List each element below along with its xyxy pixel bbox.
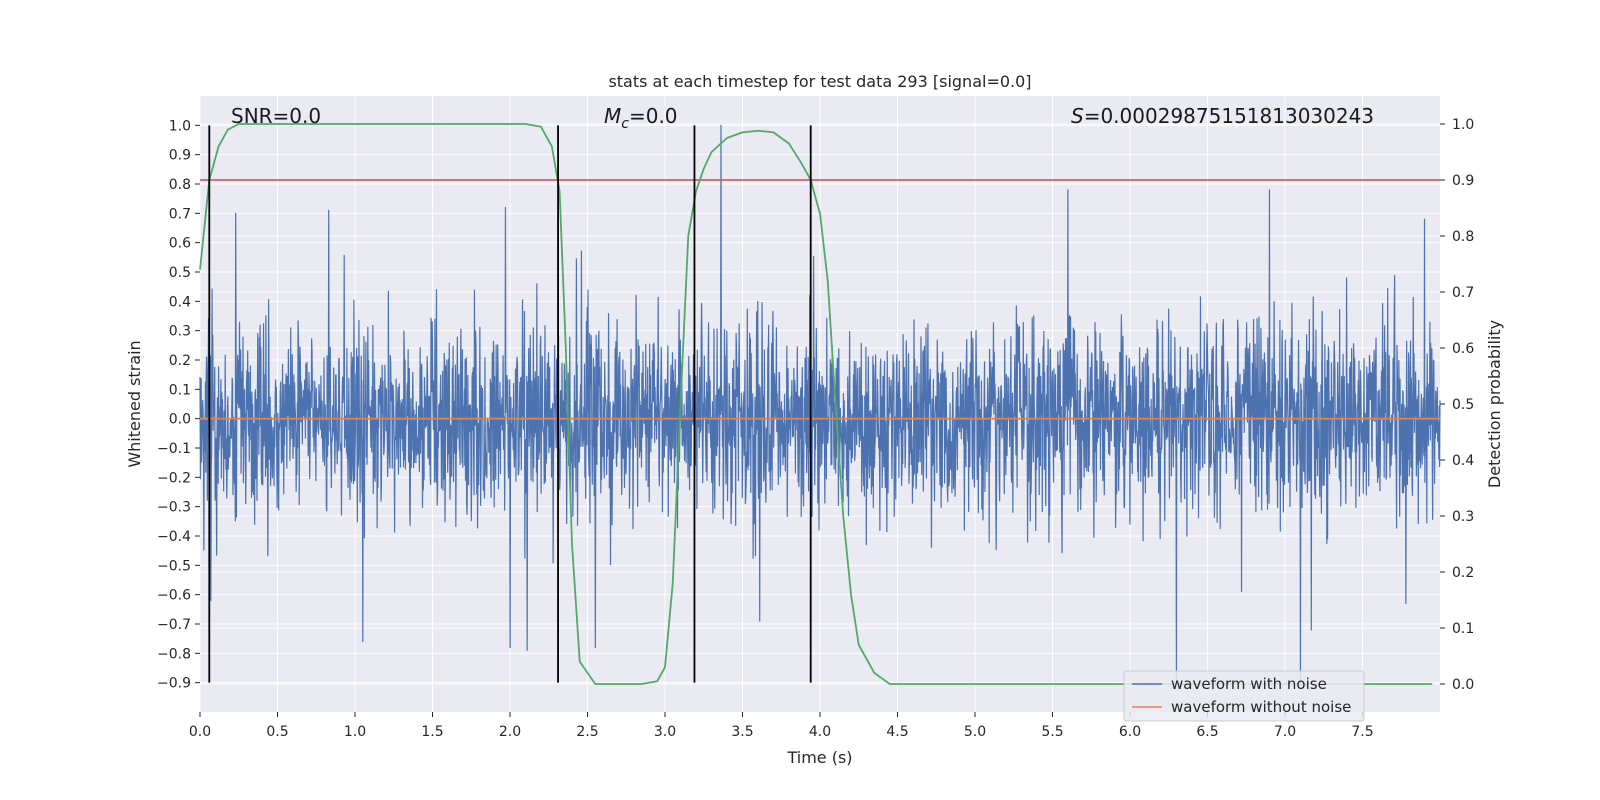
legend-label-noise: waveform with noise (1171, 675, 1327, 693)
x-tick-label: 1.0 (344, 724, 366, 740)
y-tick-label: 0.3 (169, 324, 191, 340)
chart-title: stats at each timestep for test data 293… (608, 72, 1031, 91)
y-tick-label: 1.0 (169, 118, 191, 134)
y-tick-label: −0.5 (157, 558, 191, 574)
legend-box (1123, 670, 1365, 722)
x-tick-label: 4.5 (886, 724, 908, 740)
chirp-mass-subscript: c (621, 116, 629, 132)
legend: waveform with noise waveform without noi… (1123, 670, 1365, 722)
y-tick-label: −0.2 (157, 470, 191, 486)
chirp-mass-annotation: Mc=0.0 (604, 104, 678, 132)
chirp-mass-symbol: M (604, 104, 621, 128)
y-right-tick-label: 0.5 (1452, 397, 1474, 413)
y-axis-right-label: Detection probability (1485, 320, 1504, 488)
score-annotation: S=0.00029875151813030243 (1071, 104, 1374, 128)
x-tick-label: 4.0 (809, 724, 831, 740)
axis-ticks: 0.0 0.5 1.0 1.5 2.0 2.5 3.0 3.5 4.0 4.5 5.0 5.5 6.0 6… (157, 117, 1474, 740)
y-tick-label: 0.0 (169, 412, 191, 428)
y-right-tick-label: 0.1 (1452, 621, 1474, 637)
foreground-series (199, 123, 1440, 685)
x-tick-label: 5.5 (1041, 724, 1063, 740)
x-tick-label: 3.5 (731, 724, 753, 740)
snr-annotation: SNR=0.0 (231, 104, 321, 128)
score-symbol: S (1071, 104, 1084, 128)
y-right-tick-label: 0.7 (1452, 285, 1474, 301)
y-tick-label: 0.6 (169, 236, 191, 252)
x-tick-label: 5.0 (964, 724, 986, 740)
x-tick-label: 2.5 (576, 724, 598, 740)
x-axis-label: Time (s) (786, 748, 852, 767)
y-tick-label: 0.2 (169, 353, 191, 369)
y-tick-label: 0.7 (169, 206, 191, 222)
y-right-tick-label: 0.4 (1452, 453, 1474, 469)
x-tick-label: 1.5 (421, 724, 443, 740)
x-tick-label: 3.0 (654, 724, 676, 740)
y-tick-label: 0.4 (169, 294, 191, 310)
x-tick-label: 6.5 (1196, 724, 1218, 740)
y-tick-label: 0.8 (169, 177, 191, 193)
x-tick-label: 2.0 (499, 724, 521, 740)
y-tick-label: −0.7 (157, 617, 191, 633)
probability-curve (199, 123, 1433, 685)
y-tick-label: 0.5 (169, 265, 191, 281)
y-axis-label: Whitened strain (125, 340, 144, 467)
y-right-tick-label: 0.9 (1452, 173, 1474, 189)
y-tick-label: −0.4 (157, 529, 191, 545)
y-right-tick-label: 0.2 (1452, 565, 1474, 581)
x-tick-label: 6.0 (1119, 724, 1141, 740)
noise-waveform-line (199, 124, 1441, 681)
y-tick-label: 0.1 (169, 382, 191, 398)
legend-label-clean: waveform without noise (1171, 698, 1351, 716)
y-right-tick-label: 0.8 (1452, 229, 1474, 245)
score-value: =0.00029875151813030243 (1084, 104, 1374, 128)
x-tick-label: 0.0 (189, 724, 211, 740)
x-tick-label: 0.5 (266, 724, 288, 740)
x-tick-label: 7.0 (1274, 724, 1296, 740)
y-tick-label: −0.9 (157, 676, 191, 692)
x-tick-label: 7.5 (1351, 724, 1373, 740)
y-right-tick-label: 0.6 (1452, 341, 1474, 357)
y-tick-label: 0.9 (169, 148, 191, 164)
y-right-tick-label: 0.0 (1452, 677, 1474, 693)
y-tick-label: −0.8 (157, 646, 191, 662)
y-tick-label: −0.3 (157, 500, 191, 516)
noise-waveform-series (199, 124, 1441, 681)
chirp-mass-value: =0.0 (629, 104, 678, 128)
y-tick-label: −0.1 (157, 441, 191, 457)
y-right-tick-label: 1.0 (1452, 117, 1474, 133)
y-right-tick-label: 0.3 (1452, 509, 1474, 525)
y-tick-label: −0.6 (157, 588, 191, 604)
